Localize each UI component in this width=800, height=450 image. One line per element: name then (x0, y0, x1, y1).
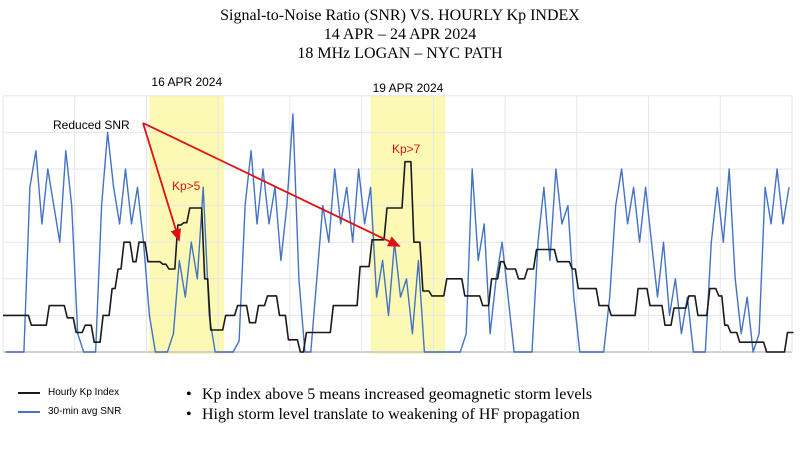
legend-swatch-snr (18, 410, 40, 413)
chart-title-line-2: 14 APR – 24 APR 2024 (323, 26, 477, 43)
notes-list: • Kp index above 5 means increased geomag… (186, 385, 592, 425)
legend-item-snr: 30-min avg SNR (18, 406, 121, 417)
note-item: • High storm level translate to weakening… (186, 406, 580, 423)
highlight-band (149, 96, 225, 354)
arrow-to-16apr (142, 122, 181, 242)
note-text: Kp index above 5 means increased geomagn… (202, 386, 593, 403)
arrow-to-19apr (142, 122, 401, 247)
kp-line (3, 160, 794, 353)
legend-item-kp: Hourly Kp Index (18, 387, 119, 398)
chart-title-line-3: 18 MHz LOGAN – NYC PATH (297, 45, 503, 62)
highlight-date-label: 19 APR 2024 (373, 81, 444, 95)
legend-label-kp: Hourly Kp Index (48, 387, 120, 398)
legend-swatch-kp (18, 391, 40, 394)
note-item: • Kp index above 5 means increased geomag… (186, 386, 593, 403)
chart-title-line-1: Signal-to-Noise Ratio (SNR) VS. HOURLY K… (220, 7, 580, 24)
kp5-label: Kp>5 (172, 179, 201, 193)
legend-label-snr: 30-min avg SNR (48, 406, 122, 417)
snr-line (6, 113, 790, 353)
highlight-date-label: 16 APR 2024 (151, 75, 222, 89)
kp7-label: Kp>7 (392, 142, 421, 156)
reduced-snr-label: Reduced SNR (53, 118, 130, 132)
note-text: High storm level translate to weakening … (202, 406, 580, 423)
